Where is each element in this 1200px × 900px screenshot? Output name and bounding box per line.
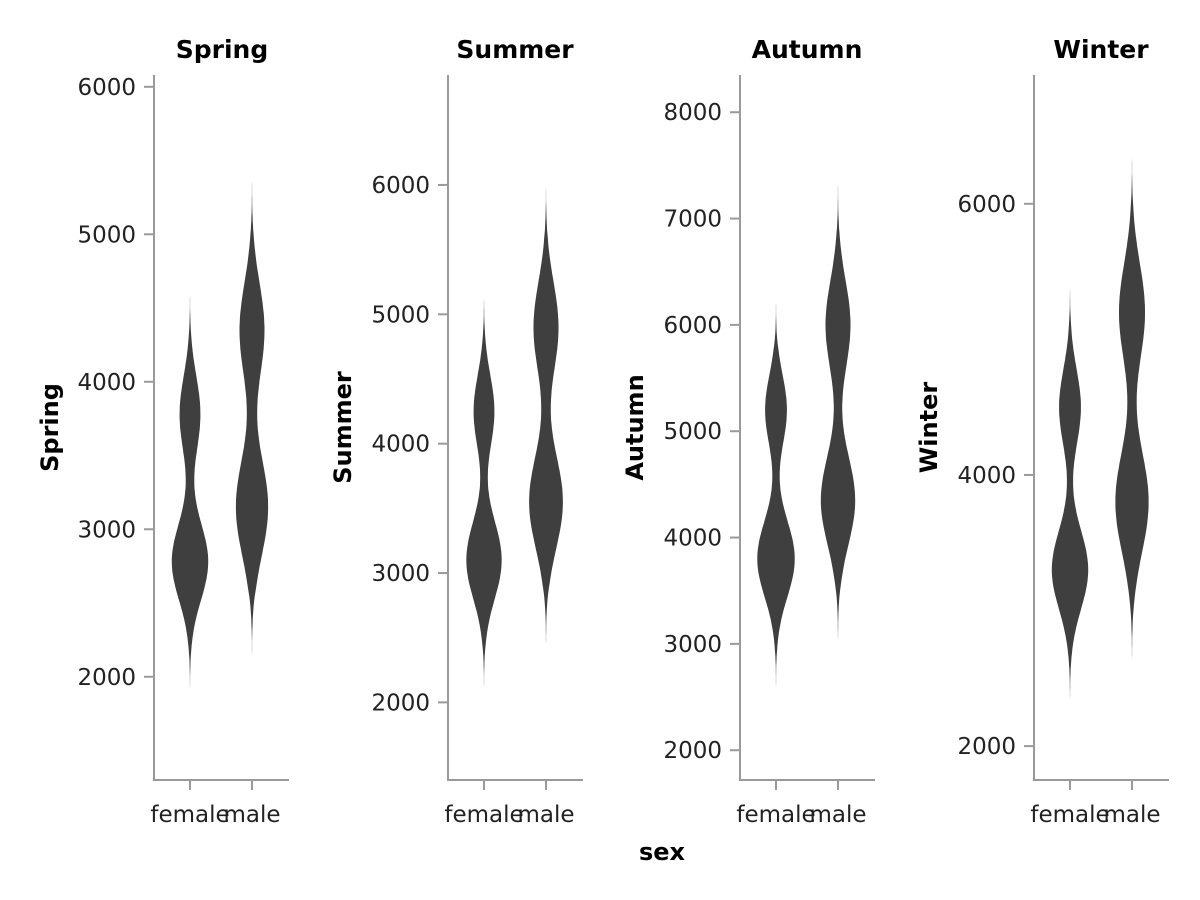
x-tick-label-male: male: [809, 802, 866, 828]
x-tick-label-female: female: [1030, 802, 1109, 828]
y-tick-label: 4000: [957, 463, 1016, 489]
y-tick-label: 7000: [663, 207, 722, 233]
axis-lines: [153, 75, 289, 781]
panel-spring: Spring Spring 2000 3000 4000 5000 6000 femalema…: [36, 35, 289, 828]
violin-female: [1051, 237, 1089, 747]
y-tick-label: 8000: [663, 100, 722, 126]
y-tick-label: 3000: [77, 517, 136, 543]
panel-title: Summer: [456, 35, 574, 64]
x-tick-label-female: female: [150, 802, 229, 828]
axis-lines: [739, 75, 875, 781]
y-tick-label: 3000: [663, 632, 722, 658]
y-tick-label: 4000: [371, 432, 430, 458]
y-tick-label: 5000: [371, 302, 430, 328]
violin-female: [757, 277, 795, 724]
y-tick-label: 4000: [663, 526, 722, 552]
panel-title: Autumn: [752, 35, 863, 64]
y-tick-label: 5000: [663, 419, 722, 445]
panel-title: Spring: [176, 35, 269, 64]
y-tick-label: 2000: [371, 690, 430, 716]
x-tick-label-male: male: [1103, 802, 1160, 828]
x-tick-label-female: female: [736, 802, 815, 828]
y-axis-label: Spring: [36, 383, 64, 472]
violin-male: [529, 152, 563, 671]
y-tick-label: 5000: [77, 222, 136, 248]
x-tick-label-male: male: [517, 802, 574, 828]
axis-lines: [447, 75, 583, 781]
violin-male: [820, 149, 856, 671]
y-tick-label: 4000: [77, 370, 136, 396]
y-tick-label: 3000: [371, 561, 430, 587]
y-tick-label: 2000: [957, 734, 1016, 760]
violin-male: [1115, 108, 1149, 699]
panel-summer: Summer Summer 2000 3000 4000 5000 6000 femalema…: [329, 35, 583, 828]
y-tick-label: 2000: [77, 665, 136, 691]
y-axis-label: Summer: [329, 371, 357, 484]
y-tick-label: 6000: [663, 313, 722, 339]
y-tick-label: 2000: [663, 738, 722, 764]
violin-male: [235, 145, 269, 677]
x-axis-label: sex: [639, 838, 686, 866]
y-axis-label: Autumn: [621, 374, 649, 480]
panel-title: Winter: [1053, 35, 1149, 64]
axis-lines: [1033, 75, 1169, 781]
panel-autumn: Autumn Autumn 2000 3000 4000 5000 6000 7000 8000…: [621, 35, 875, 828]
y-tick-label: 6000: [957, 192, 1016, 218]
violin-female: [466, 256, 502, 722]
y-tick-label: 6000: [371, 173, 430, 199]
x-tick-label-male: male: [223, 802, 280, 828]
x-tick-label-female: female: [444, 802, 523, 828]
violin-female: [171, 256, 209, 729]
y-tick-label: 6000: [77, 75, 136, 101]
y-axis-label: Winter: [915, 382, 943, 474]
